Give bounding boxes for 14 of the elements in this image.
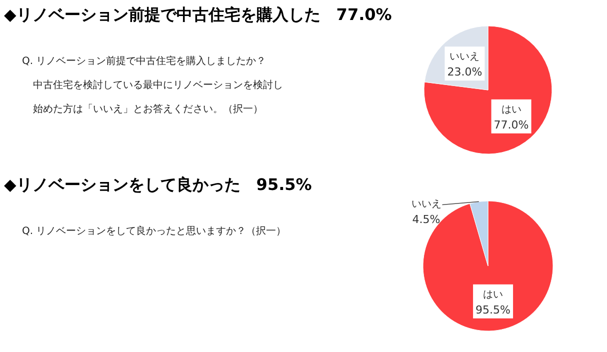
data-label: 77.0% (494, 118, 529, 132)
slice-label: はい (501, 104, 522, 116)
slice-label: いいえ (450, 52, 480, 63)
text: ◆リノベーションをして良かった 95.5% (4, 175, 312, 194)
text: 始めた方は「いいえ」とお答えください。（択一） (33, 103, 263, 115)
slice-label: はい (483, 289, 504, 300)
text: 中古住宅を検討している最中にリノベーションを検討し (33, 79, 283, 91)
data-label: 95.5% (476, 303, 511, 316)
data-label: 4.5% (412, 212, 440, 226)
text: ◆リノベーション前提で中古住宅を購入した 77.0% (4, 5, 392, 24)
data-label: 23.0% (447, 66, 482, 79)
slice-label: いいえ (411, 198, 442, 210)
text: Q. リノベーションをして良かったと思いますか？（択一） (22, 225, 286, 237)
text: Q. リノベーション前提で中古住宅を購入しましたか？ (22, 55, 266, 67)
